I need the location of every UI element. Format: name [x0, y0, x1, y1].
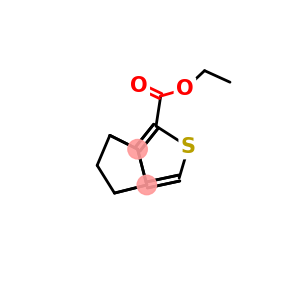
Circle shape	[137, 175, 157, 195]
Text: S: S	[181, 137, 196, 157]
Text: O: O	[176, 79, 194, 99]
Text: O: O	[130, 76, 148, 96]
Circle shape	[128, 140, 147, 159]
